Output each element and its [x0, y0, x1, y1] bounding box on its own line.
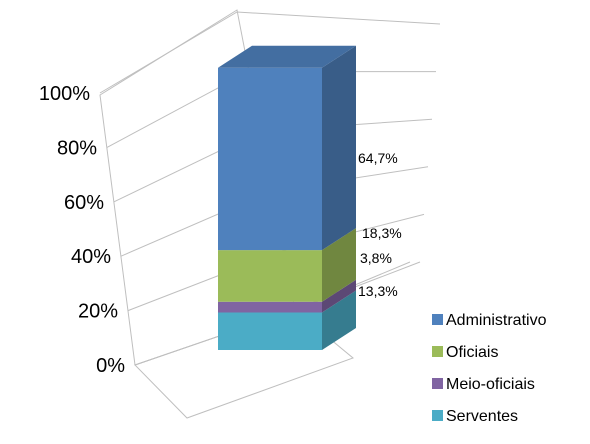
legend-item-administrativo: Administrativo — [432, 312, 547, 329]
bar-front — [218, 301, 322, 313]
y-tick-label: 60% — [64, 192, 104, 214]
data-label-oficiais: 18,3% — [362, 225, 402, 241]
bar-side — [322, 45, 356, 251]
y-tick-label: 20% — [78, 301, 118, 323]
bar-front — [218, 67, 322, 251]
bar-front — [218, 312, 322, 350]
legend-item-oficiais: Oficiais — [432, 344, 498, 361]
data-label-meio-oficiais: 3,8% — [360, 250, 392, 266]
y-tick-label: 40% — [71, 246, 111, 268]
bar-segment-administrativo — [218, 45, 356, 251]
legend-swatch — [432, 314, 443, 325]
y-tick-label: 100% — [39, 83, 90, 105]
bar-side — [322, 290, 356, 350]
legend-item-meio-oficiais: Meio-oficiais — [432, 376, 535, 393]
legend-label: Administrativo — [446, 312, 547, 329]
gridline — [99, 11, 441, 94]
stacked-bar — [218, 45, 356, 350]
legend-label: Meio-oficiais — [446, 376, 535, 393]
bar-side — [322, 279, 356, 313]
legend-swatch — [432, 410, 443, 421]
y-axis-ticks: 0% 20% 40% 60% 80% 100% — [39, 83, 125, 377]
legend-swatch — [432, 346, 443, 357]
data-label-administrativo: 64,7% — [358, 150, 398, 166]
bar-side — [322, 228, 356, 302]
bar-top — [218, 45, 356, 68]
legend-label: Serventes — [446, 408, 518, 425]
bar-segment-meio-oficiais — [218, 279, 356, 313]
bar-front — [218, 250, 322, 302]
bar-segment-serventes — [218, 290, 356, 350]
data-labels: 13,3% 3,8% 18,3% 64,7% — [358, 150, 402, 299]
data-label-serventes: 13,3% — [358, 283, 398, 299]
y-tick-label: 80% — [57, 137, 97, 159]
legend-swatch — [432, 378, 443, 389]
bar-segment-oficiais — [218, 228, 356, 302]
legend: Administrativo Oficiais Meio-oficiais Serve… — [432, 312, 547, 425]
legend-item-serventes: Serventes — [432, 408, 518, 425]
y-tick-label: 0% — [96, 355, 125, 377]
legend-label: Oficiais — [446, 344, 498, 361]
